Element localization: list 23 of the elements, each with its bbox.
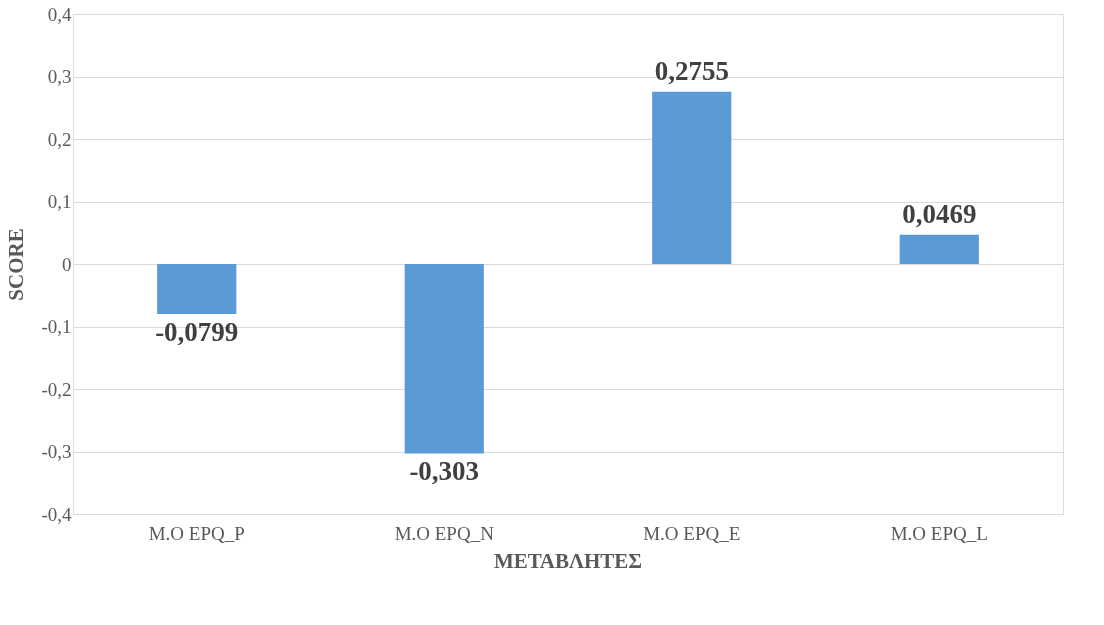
bar <box>404 264 484 454</box>
data-label: 0,2755 <box>654 55 729 86</box>
bar <box>157 264 237 314</box>
x-tick-label: M.O EPQ_L <box>890 522 988 544</box>
data-label: -0,0799 <box>155 316 239 347</box>
y-tick-label: 0 <box>62 253 72 275</box>
y-tick-label: -0,2 <box>41 378 72 400</box>
data-label: -0,303 <box>409 456 480 487</box>
bar <box>899 234 979 264</box>
y-tick-label: -0,3 <box>41 441 72 462</box>
y-axis-title: SCORE <box>4 228 29 301</box>
y-tick-label: -0,4 <box>41 503 72 525</box>
x-axis-title: ΜΕΤΑΒΛΗΤΕΣ <box>493 549 643 573</box>
x-tick-label: M.O EPQ_P <box>148 522 245 544</box>
y-tick-label: 0,4 <box>47 3 72 25</box>
data-label: 0,0469 <box>902 198 977 229</box>
bar <box>652 91 732 264</box>
y-tick-label: 0,3 <box>47 66 72 87</box>
y-tick-label: 0,1 <box>47 191 72 212</box>
x-tick-label: M.O EPQ_E <box>643 522 741 544</box>
y-tick-label: 0,2 <box>47 128 72 150</box>
x-tick-label: M.O EPQ_N <box>394 522 495 544</box>
y-tick-label: -0,1 <box>41 316 72 337</box>
